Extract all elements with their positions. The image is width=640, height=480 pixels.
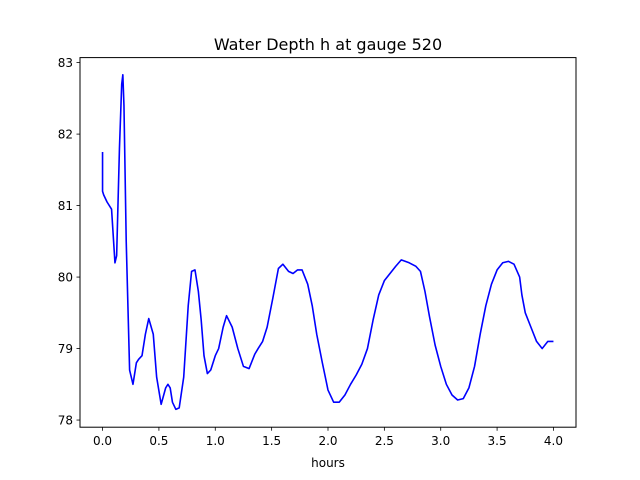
chart-title: Water Depth h at gauge 520 <box>214 35 442 54</box>
y-tick-label: 78 <box>58 414 73 428</box>
x-tick-label: 0.5 <box>149 434 168 448</box>
x-tick-label: 1.5 <box>262 434 281 448</box>
y-tick-label: 81 <box>58 199 73 213</box>
series-line-0 <box>101 73 554 411</box>
x-tick-label: 2.5 <box>375 434 394 448</box>
x-tick-label: 4.0 <box>544 434 563 448</box>
x-tick-label: 3.0 <box>431 434 450 448</box>
x-axis-label: hours <box>311 456 345 470</box>
x-tick-label: 2.0 <box>318 434 337 448</box>
x-axis: 0.0 0.5 1.0 1.5 2.0 2.5 3.0 3.5 4.0 <box>93 427 563 448</box>
plot-area <box>101 73 554 411</box>
y-tick-label: 80 <box>58 271 73 285</box>
y-tick-label: 79 <box>58 342 73 356</box>
y-tick-label: 82 <box>58 128 73 142</box>
y-axis: 78 79 80 81 82 83 <box>58 56 80 428</box>
x-tick-label: 3.5 <box>488 434 507 448</box>
x-tick-label: 1.0 <box>206 434 225 448</box>
plot-frame <box>79 57 577 428</box>
x-tick-label: 0.0 <box>93 434 112 448</box>
y-tick-label: 83 <box>58 56 73 70</box>
